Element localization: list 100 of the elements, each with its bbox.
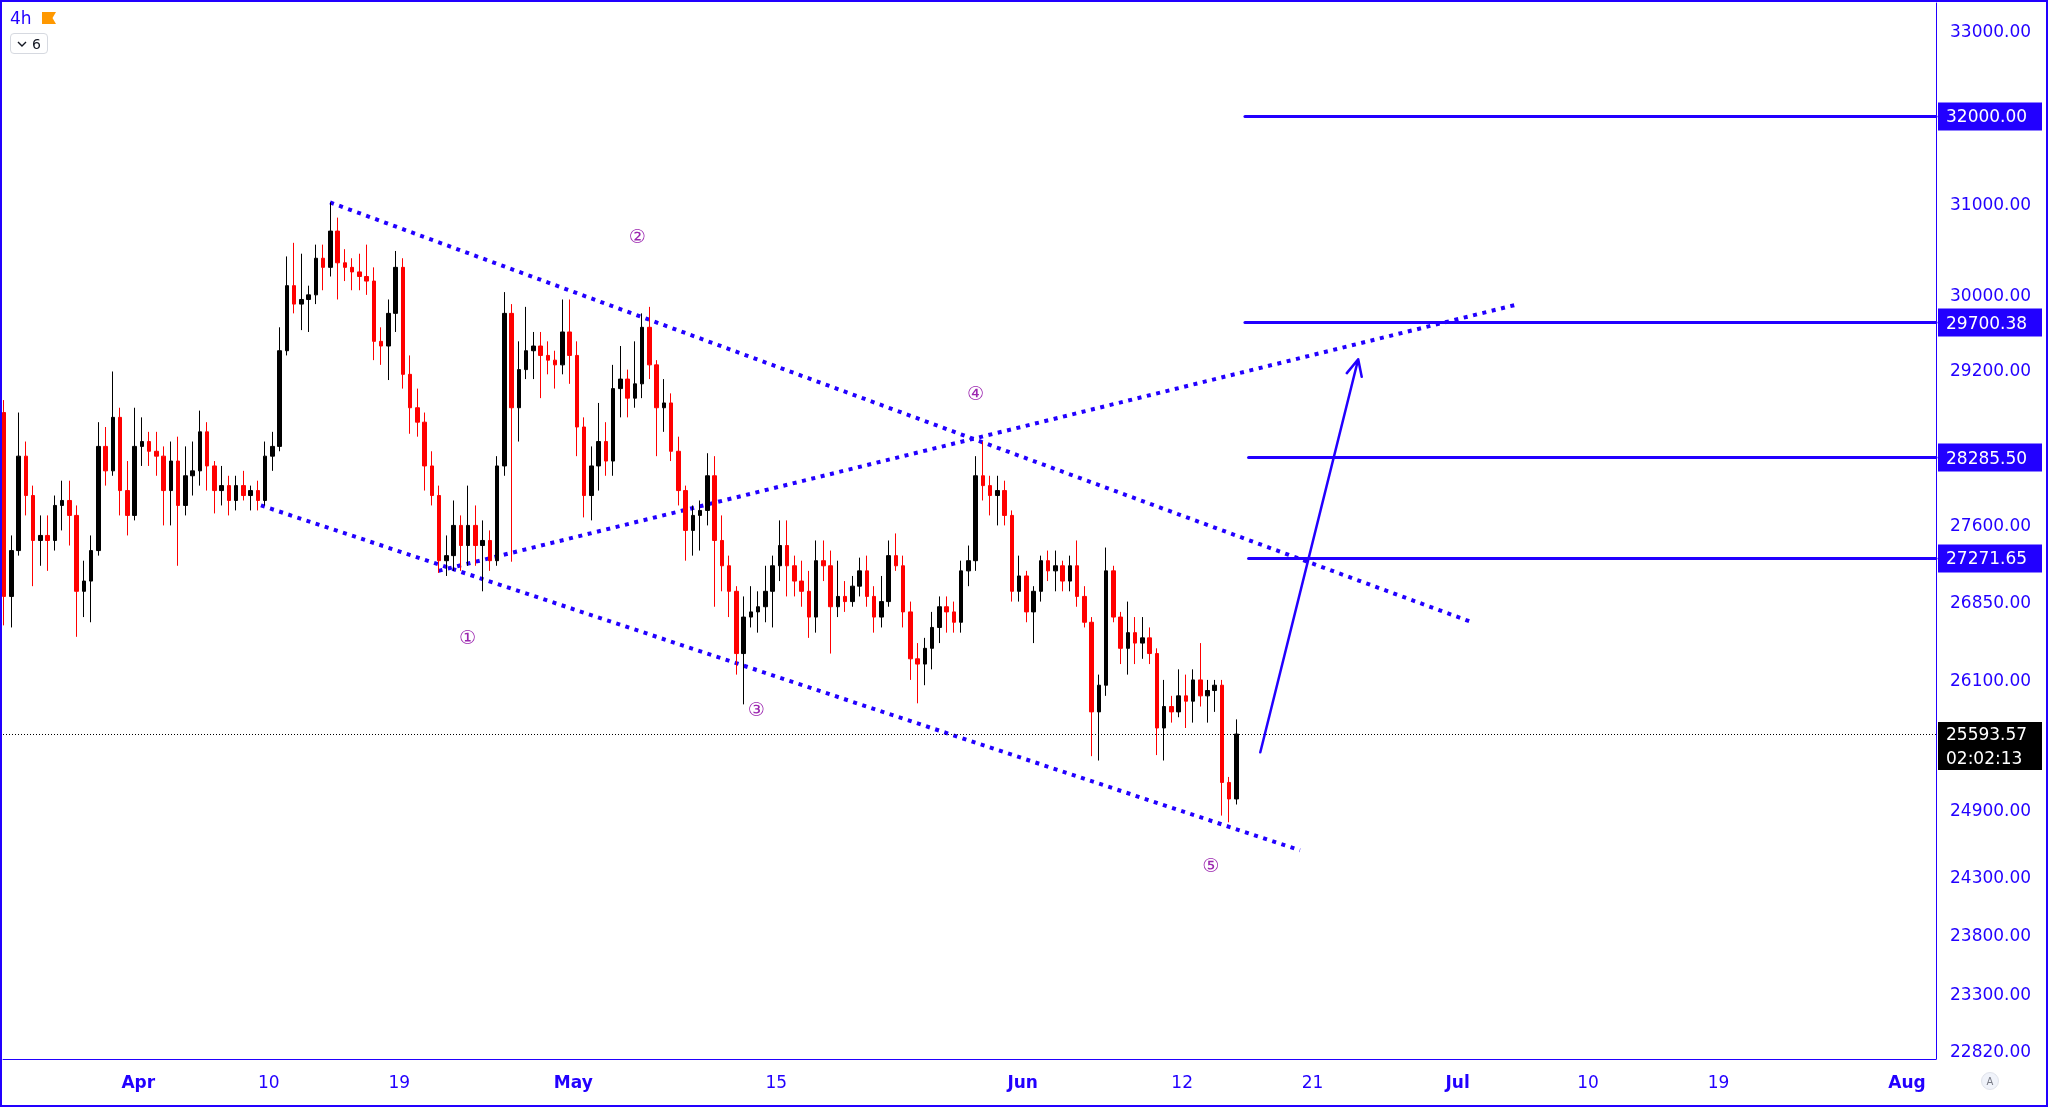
candlestick (843, 580, 847, 613)
annotation: ① (458, 625, 477, 648)
x-tick-label: Jul (1444, 1071, 1470, 1092)
candlestick (60, 480, 64, 531)
candlestick (9, 534, 14, 628)
candlestick (292, 242, 296, 314)
candlestick (45, 514, 50, 572)
candlestick (857, 557, 862, 597)
data-label: 27271.65 (1946, 548, 2028, 569)
candlestick (741, 595, 746, 705)
candlestick (306, 285, 311, 333)
y-tick-label: 24900.00 (1950, 800, 2032, 821)
candlestick (517, 340, 521, 443)
candlestick (553, 350, 557, 390)
candlestick (915, 642, 920, 704)
candlestick (640, 312, 644, 399)
candlestick (865, 555, 869, 608)
candlestick (357, 253, 362, 291)
candlestick (582, 416, 586, 518)
candlestick (749, 585, 753, 628)
candlestick (538, 331, 543, 399)
candlestick (1075, 539, 1079, 608)
candlestick (16, 412, 21, 557)
candlestick (676, 436, 681, 506)
candlestick (604, 421, 608, 477)
candlestick (256, 480, 260, 511)
candlestick (1198, 642, 1203, 708)
candlestick (1017, 555, 1021, 603)
candlestick (219, 465, 224, 506)
x-tick-label: 15 (765, 1071, 788, 1092)
data-label: 28285.50 (1946, 447, 2028, 468)
candlestick (807, 570, 811, 639)
candlestick (756, 590, 760, 634)
candlestick (1118, 611, 1123, 665)
candlestick (480, 519, 485, 592)
candlestick (82, 560, 86, 618)
candlestick (727, 555, 731, 618)
y-tick-label: 26850.00 (1950, 591, 2032, 612)
candlestick (451, 499, 456, 572)
candlestick (669, 392, 673, 462)
y-tick-label: 24300.00 (1950, 867, 2032, 888)
candlestick (437, 485, 441, 574)
candlestick (1082, 585, 1087, 628)
candlestick (712, 455, 717, 608)
y-tick-label: 23800.00 (1950, 924, 2032, 945)
candlestick (778, 519, 782, 582)
candlestick (53, 495, 57, 552)
annotation: ② (628, 224, 646, 247)
candlestick (2, 399, 6, 626)
candlestick (930, 611, 934, 670)
candlestick (415, 388, 420, 438)
candlestick (596, 402, 601, 492)
data-label: 29700.38 (1946, 312, 2028, 333)
candlestick (814, 539, 818, 634)
candlestick (560, 298, 565, 375)
candlestick (1053, 550, 1058, 592)
candlestick (401, 257, 405, 390)
candlestick (625, 369, 630, 418)
candlestick (176, 436, 180, 567)
candlestick (459, 514, 463, 572)
candlestick (872, 585, 876, 634)
candlestick (952, 601, 956, 634)
candlestick (683, 485, 688, 562)
candlestick (408, 354, 412, 435)
candlestick (132, 407, 137, 521)
candlestick (828, 550, 833, 655)
candlestick (654, 359, 659, 457)
ref-line-label: 25593.57 (1946, 724, 2028, 745)
candlestick (314, 244, 318, 305)
candlestick (24, 441, 28, 516)
candlestick (734, 585, 739, 676)
candlestick (1205, 679, 1210, 724)
annotation: ④ (967, 381, 985, 404)
candlestick (96, 421, 101, 557)
round-button: A (1981, 1072, 1999, 1090)
candlestick (923, 637, 927, 686)
candlestick (1169, 695, 1174, 724)
y-tick-label: 23300.00 (1950, 983, 2032, 1004)
candlestick (901, 555, 905, 628)
candlestick (1140, 616, 1145, 660)
candlestick (575, 340, 579, 457)
candlestick (147, 431, 151, 467)
text: 02:02:13 (1938, 746, 2042, 771)
candlestick (277, 326, 282, 452)
candlestick (785, 519, 789, 597)
candlestick (1147, 626, 1152, 665)
x-tick-label: 21 (1301, 1071, 1324, 1092)
candlestick (248, 485, 253, 511)
candlestick (988, 475, 992, 516)
candlestick (263, 441, 267, 506)
candlestick (1097, 674, 1101, 762)
candlestick (836, 560, 840, 618)
candlestick (89, 534, 93, 623)
candlestick (1010, 509, 1014, 603)
y-tick-label: 22820.00 (1950, 1041, 2032, 1062)
x-tick-label: Jun (1006, 1071, 1038, 1092)
candlestick (422, 412, 427, 492)
candlestick (1184, 674, 1188, 729)
candlestick (1111, 565, 1116, 623)
candlestick (321, 244, 325, 291)
